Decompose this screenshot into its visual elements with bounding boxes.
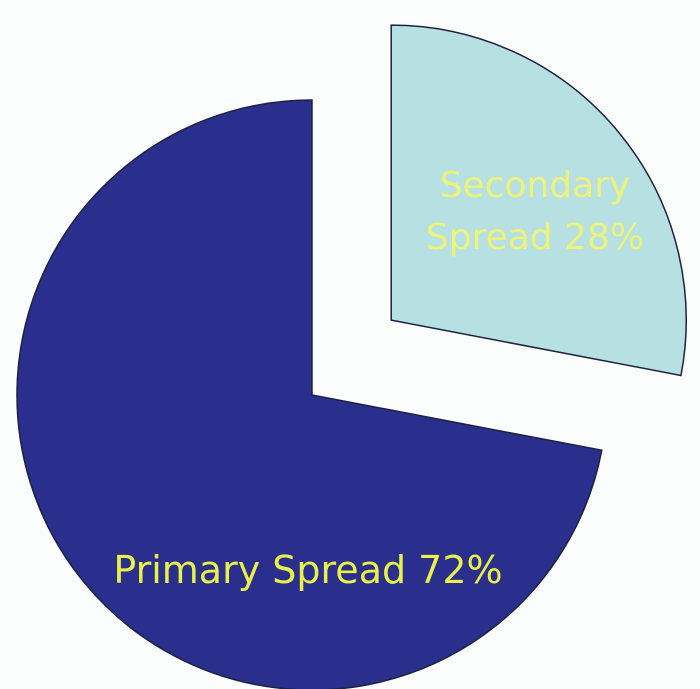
pie-slice-secondary — [390, 24, 687, 377]
pie-label-line: Secondary — [440, 165, 631, 206]
pie-label-primary: Primary Spread 72% — [113, 548, 502, 592]
pie-slices — [16, 24, 687, 689]
pie-labels: Primary Spread 72% Secondary Spread 28% — [113, 165, 644, 592]
pie-slice-primary — [16, 99, 603, 689]
pie-label-secondary: Secondary Spread 28% — [426, 165, 644, 258]
pie-label-line: Spread 28% — [426, 217, 644, 258]
pie-label-line: Primary Spread 72% — [113, 548, 502, 592]
